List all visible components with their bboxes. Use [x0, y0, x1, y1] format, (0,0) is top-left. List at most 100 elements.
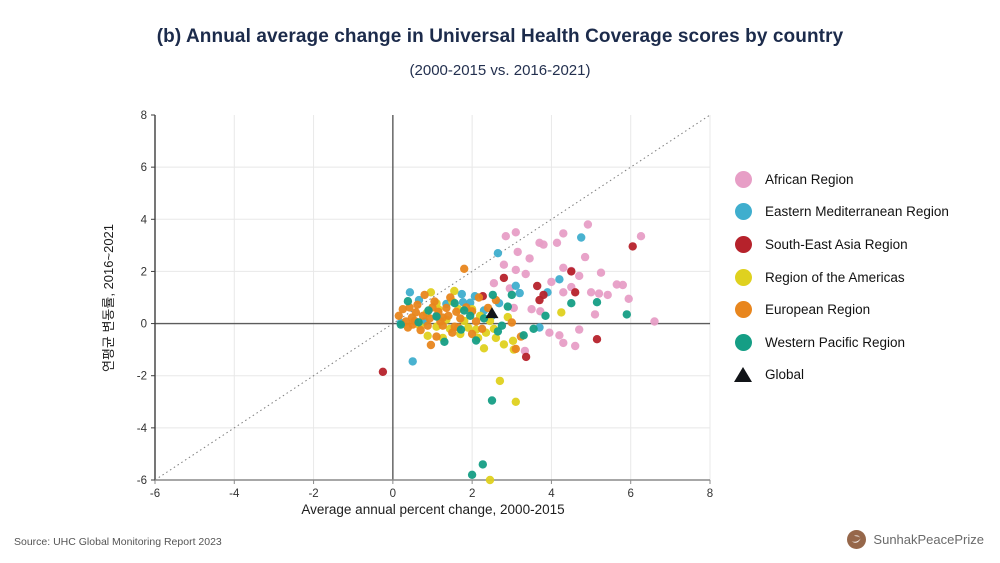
- legend-dot-marker: [735, 268, 752, 286]
- x-tick-label: -6: [150, 488, 160, 500]
- y-tick-label: 2: [141, 266, 147, 278]
- data-point: [580, 252, 590, 262]
- data-point: [539, 240, 548, 249]
- data-point: [508, 336, 518, 345]
- data-point: [420, 290, 429, 300]
- data-point: [460, 264, 469, 273]
- legend-item-global: Global: [734, 359, 991, 392]
- data-point: [424, 306, 433, 315]
- data-point: [394, 311, 403, 320]
- data-point: [378, 367, 388, 376]
- data-point: [525, 254, 534, 263]
- data-point: [418, 311, 428, 320]
- legend-item-african-region: African Region: [735, 163, 991, 196]
- data-point: [474, 293, 484, 302]
- data-point: [467, 470, 477, 479]
- data-point: [511, 228, 520, 237]
- data-point: [483, 303, 493, 313]
- data-point: [596, 268, 606, 277]
- y-axis-label: 연평균 변동률, 2016~2021: [101, 223, 116, 373]
- data-point: [571, 341, 580, 351]
- legend-label: Region of the Americas: [765, 269, 905, 285]
- legend-dot-marker: [735, 203, 752, 221]
- legend-label: Eastern Mediterranean Region: [765, 204, 949, 220]
- legend-dot-marker: [735, 170, 752, 188]
- data-point: [519, 331, 528, 340]
- legend-item-eastern-mediterranean-region: Eastern Mediterranean Region: [735, 196, 991, 229]
- data-point: [478, 460, 487, 469]
- legend-dot-marker: [735, 301, 752, 319]
- data-point: [547, 277, 556, 287]
- y-tick-label: 4: [141, 214, 148, 226]
- data-point: [466, 311, 475, 320]
- data-point: [527, 305, 536, 314]
- data-point: [446, 293, 455, 302]
- legend-item-south-east-asia-region: South-East Asia Region: [735, 228, 991, 261]
- data-point: [460, 306, 469, 315]
- legend-label: European Region: [765, 302, 871, 318]
- chart-area: -6 -6 -4 -4 -2 -2 0 0 2 2 4 4 6 6 8 8: [100, 103, 730, 533]
- x-tick-label: 4: [548, 488, 555, 500]
- data-point: [594, 289, 604, 298]
- data-point: [398, 305, 407, 314]
- data-point: [636, 232, 646, 241]
- data-point: [499, 340, 509, 349]
- data-point: [396, 320, 405, 329]
- legend-label: Global: [765, 367, 805, 383]
- legend-label: South-East Asia Region: [765, 236, 908, 252]
- legend-dot-marker: [735, 235, 752, 253]
- data-point: [493, 327, 503, 336]
- y-tick-label: -6: [137, 475, 147, 487]
- legend-item-western-pacific-region: Western Pacific Region: [735, 326, 991, 359]
- data-point: [503, 302, 512, 311]
- data-point: [507, 318, 516, 327]
- data-point: [423, 321, 432, 330]
- data-point: [467, 329, 477, 339]
- data-point: [432, 312, 441, 321]
- legend-label: Western Pacific Region: [765, 334, 906, 350]
- y-tick-label: 0: [141, 319, 147, 331]
- data-point: [479, 314, 489, 323]
- data-point: [567, 267, 576, 276]
- chart-title: (b) Annual average change in Universal H…: [156, 26, 844, 47]
- data-point: [416, 325, 425, 335]
- data-point: [575, 325, 584, 334]
- data-point: [489, 279, 499, 288]
- data-point: [559, 229, 568, 238]
- legend-item-european-region: European Region: [735, 293, 991, 326]
- data-point: [592, 298, 602, 307]
- data-point: [457, 289, 466, 299]
- data-point: [450, 299, 459, 308]
- data-point: [555, 275, 564, 284]
- data-point: [545, 328, 554, 337]
- data-point: [622, 310, 631, 319]
- data-point: [487, 396, 497, 405]
- data-point: [414, 318, 423, 327]
- data-point: [521, 269, 530, 279]
- data-point: [464, 323, 473, 332]
- data-point: [533, 281, 542, 291]
- data-point: [471, 317, 481, 326]
- data-point: [603, 290, 612, 300]
- data-point: [499, 260, 509, 269]
- x-tick-label: -4: [229, 488, 240, 500]
- data-point: [624, 294, 633, 303]
- data-point: [552, 238, 562, 247]
- data-point: [425, 314, 434, 323]
- data-point: [513, 247, 522, 257]
- data-point: [555, 331, 564, 340]
- data-point: [515, 288, 524, 298]
- data-point: [577, 233, 586, 242]
- x-tick-label: 6: [628, 488, 634, 500]
- legend-item-region-of-the-americas: Region of the Americas: [735, 261, 991, 294]
- data-point: [426, 288, 436, 297]
- data-point: [511, 397, 520, 406]
- data-point: [559, 288, 568, 297]
- legend-triangle-marker: [734, 367, 752, 383]
- data-point: [442, 303, 451, 313]
- data-point: [618, 280, 627, 290]
- data-point: [628, 242, 637, 251]
- data-point: [583, 220, 593, 229]
- data-point: [426, 340, 436, 350]
